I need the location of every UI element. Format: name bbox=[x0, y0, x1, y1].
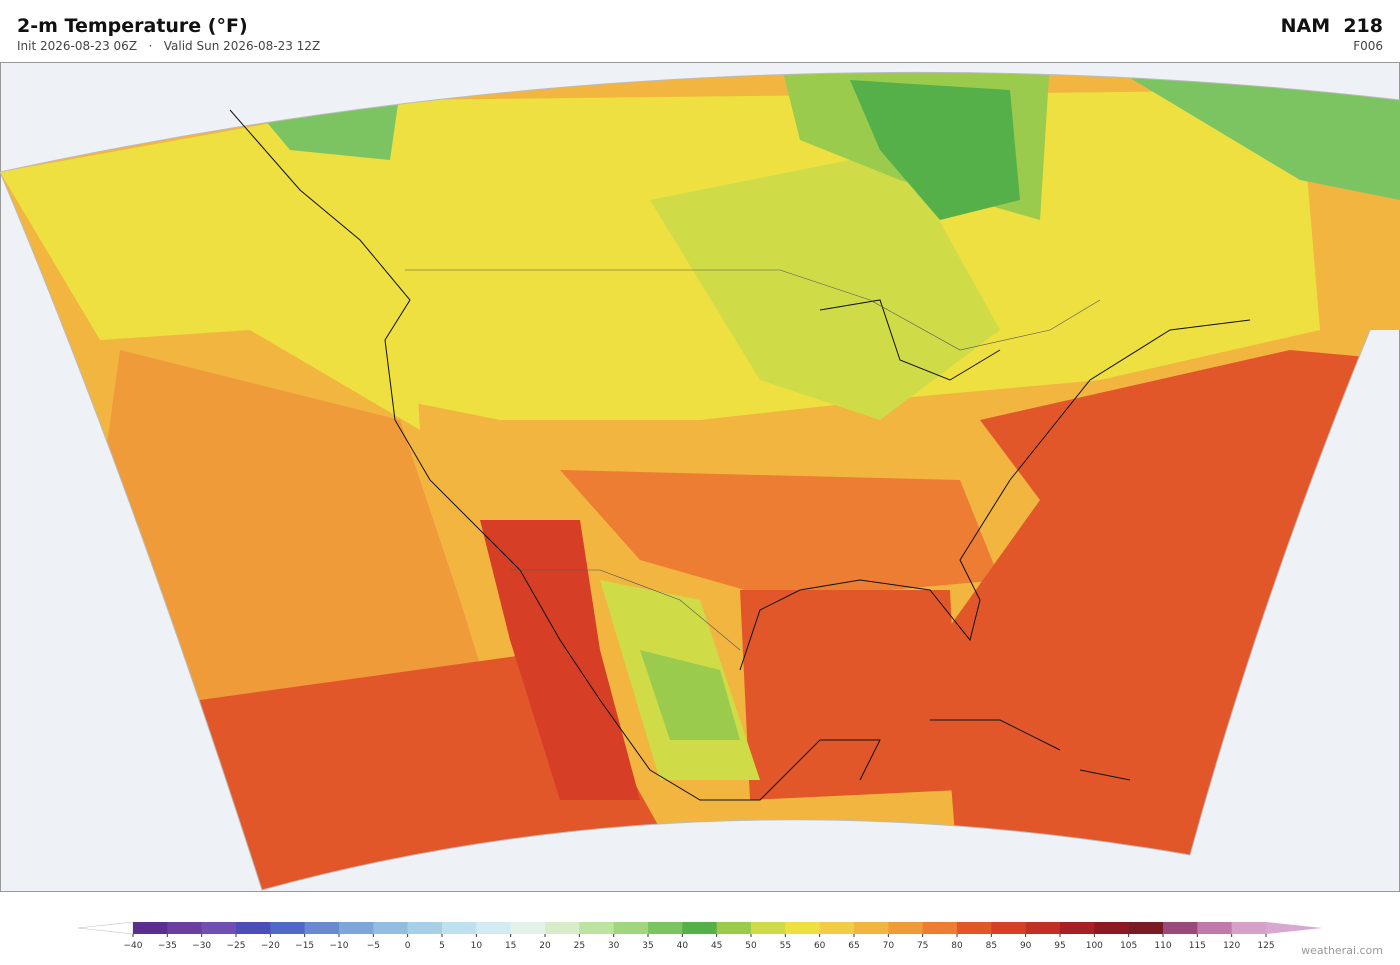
color-step bbox=[201, 922, 237, 934]
colorbar-tick-label: 30 bbox=[608, 941, 620, 951]
borders bbox=[405, 269, 1101, 651]
temperature-field bbox=[0, 72, 1400, 890]
subtitle: Init 2026-08-23 06Z · Valid Sun 2026-08-… bbox=[17, 39, 321, 53]
credit: weatherai.com bbox=[1301, 944, 1383, 957]
colorbar-tick-label: 90 bbox=[1020, 941, 1032, 951]
color-step bbox=[304, 922, 340, 934]
color-step bbox=[785, 922, 820, 934]
color-step bbox=[1231, 922, 1267, 934]
colorbar-tick-label: 50 bbox=[745, 941, 757, 951]
color-step bbox=[751, 922, 786, 934]
colorbar-tick-label: 125 bbox=[1257, 941, 1274, 951]
colorbar-tick-label: 110 bbox=[1154, 941, 1171, 951]
color-step bbox=[648, 922, 683, 934]
color-step bbox=[716, 922, 752, 934]
colorbar-tick-label: 70 bbox=[883, 941, 895, 951]
color-step bbox=[373, 922, 408, 934]
colorbar-tick-label: 105 bbox=[1120, 941, 1137, 951]
color-step bbox=[991, 922, 1026, 934]
color-step bbox=[1060, 922, 1095, 934]
colorbar-tick-label: 5 bbox=[439, 941, 445, 951]
color-step bbox=[579, 922, 614, 934]
colorbar-tick-label: 80 bbox=[951, 941, 963, 951]
colorbar-tick-label: 25 bbox=[574, 941, 585, 951]
colorbar-tick-label: 60 bbox=[814, 941, 826, 951]
colorbar-tick-label: −25 bbox=[227, 941, 246, 951]
color-step bbox=[888, 922, 923, 934]
colorbar-tick-label: 15 bbox=[505, 941, 516, 951]
model: NAM 218 bbox=[1280, 15, 1383, 37]
color-step bbox=[613, 922, 649, 934]
colorbar-tick-label: −5 bbox=[367, 941, 380, 951]
colorbar-tick-label: 45 bbox=[711, 941, 722, 951]
color-step bbox=[682, 922, 717, 934]
color-step bbox=[922, 922, 958, 934]
colorbar-tick-label: 100 bbox=[1086, 941, 1103, 951]
colorbar-tick-label: 115 bbox=[1189, 941, 1206, 951]
color-step bbox=[236, 922, 271, 934]
color-step bbox=[407, 922, 443, 934]
colorbar-tick-label: −35 bbox=[158, 941, 177, 951]
color-step bbox=[1128, 922, 1164, 934]
colorbar-under bbox=[77, 921, 134, 935]
colorbar-over bbox=[1266, 922, 1322, 934]
color-step bbox=[270, 922, 305, 934]
color-step bbox=[1163, 922, 1198, 934]
color-step bbox=[442, 922, 477, 934]
colorbar-tick-label: 40 bbox=[677, 941, 689, 951]
color-step bbox=[1094, 922, 1129, 934]
color-step bbox=[133, 922, 168, 934]
colorbar-tick-label: −30 bbox=[192, 941, 211, 951]
colorbar-tick-label: 120 bbox=[1223, 941, 1240, 951]
color-step bbox=[545, 922, 580, 934]
color-step bbox=[1025, 922, 1061, 934]
color-step bbox=[819, 922, 855, 934]
domain-edge bbox=[0, 71, 1400, 891]
colorbar-tick-label: −20 bbox=[261, 941, 280, 951]
colorbar-tick-label: 65 bbox=[848, 941, 859, 951]
colorbar-tick-label: 55 bbox=[780, 941, 791, 951]
colorbar-tick-label: 75 bbox=[917, 941, 928, 951]
colorbar-tick-label: 85 bbox=[986, 941, 997, 951]
colorbar-tick-label: 20 bbox=[539, 941, 551, 951]
forecast-hour: F006 bbox=[1353, 39, 1383, 53]
colorbar: −40 −35 −30 −25 −20 −15 −10 −5 0 5 10 15 20 25 30 35 40 4… bbox=[77, 921, 1322, 951]
color-step bbox=[1197, 922, 1232, 934]
colorbar-tick-label: −40 bbox=[124, 941, 143, 951]
colorbar-tick-label: 35 bbox=[642, 941, 653, 951]
color-step bbox=[957, 922, 992, 934]
colorbar-tick-label: 95 bbox=[1054, 941, 1065, 951]
colorbar-tick-label: 0 bbox=[405, 941, 411, 951]
map bbox=[0, 62, 1400, 892]
color-step bbox=[167, 922, 202, 934]
color-step bbox=[476, 922, 511, 934]
color-step bbox=[339, 922, 374, 934]
color-step bbox=[854, 922, 889, 934]
color-step bbox=[510, 922, 546, 934]
colorbar-tick-label: 10 bbox=[471, 941, 483, 951]
colorbar-tick-label: −10 bbox=[330, 941, 349, 951]
title: 2-m Temperature (°F) bbox=[17, 15, 248, 37]
colorbar-tick-label: −15 bbox=[295, 941, 314, 951]
